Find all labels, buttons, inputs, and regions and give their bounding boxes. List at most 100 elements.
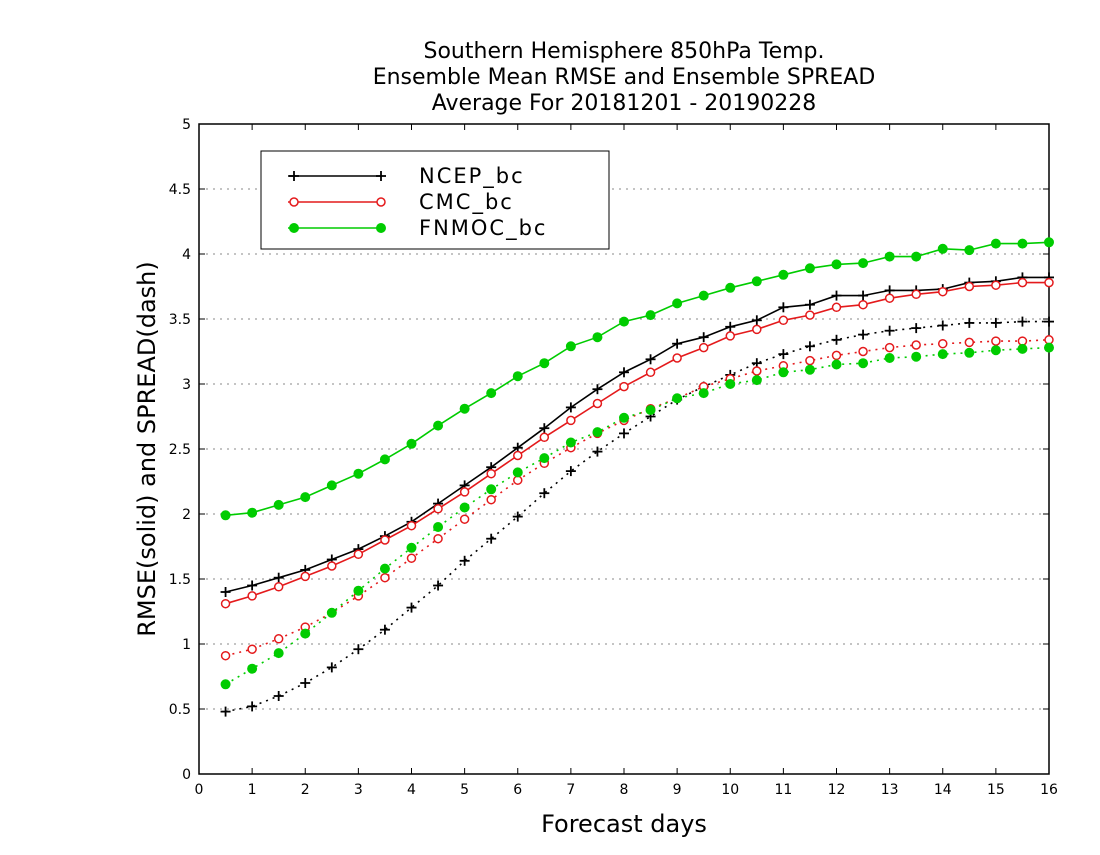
series-ncep-bc-rmse-point-12	[539, 423, 550, 434]
series-cmc-bc-spread-point-11	[513, 475, 523, 485]
series-fnmoc-bc-spread-point-6	[379, 563, 390, 574]
series-cmc-bc-rmse-point-28	[964, 281, 975, 292]
series-ncep-bc-spread-point-4	[326, 662, 337, 673]
series-ncep-bc-spread-point-10	[486, 533, 497, 544]
series-fnmoc-bc-rmse-point-7	[406, 438, 417, 449]
series-cmc-bc-rmse-line	[225, 281, 1049, 605]
series-fnmoc-bc-rmse-point-14	[592, 332, 603, 343]
series-fnmoc-bc-spread-point-30	[1017, 343, 1028, 354]
series-fnmoc-bc-rmse-point-22	[804, 263, 815, 274]
x-axis-label: Forecast days	[541, 810, 707, 838]
x-tick-label-5: 5	[460, 782, 469, 798]
series-ncep-bc-rmse-line	[225, 276, 1049, 593]
series-fnmoc-bc-rmse-point-5	[353, 468, 364, 479]
series-cmc-bc-rmse-point-13	[566, 415, 576, 426]
series-fnmoc-bc-spread-point-3	[300, 628, 311, 639]
legend-marker-end-cmc-bc	[376, 197, 386, 207]
series-ncep-bc-spread-point-25	[884, 325, 895, 336]
series-fnmoc-bc-rmse-point-9	[459, 403, 470, 414]
series-fnmoc-bc-rmse-point-6	[379, 454, 390, 465]
legend-box	[260, 150, 610, 250]
series-cmc-bc-spread-point-27	[938, 338, 948, 349]
series-fnmoc-bc-rmse-point-20	[751, 276, 762, 287]
series-fnmoc-bc-spread-point-13	[565, 437, 576, 448]
series-layer	[220, 237, 1054, 717]
series-fnmoc-bc-rmse-point-0	[220, 510, 231, 521]
series-cmc-bc-spread-point-26	[911, 340, 921, 350]
series-ncep-bc-spread-point-2	[273, 691, 284, 701]
series-ncep-bc-spread-point-9	[459, 555, 470, 566]
chart-title-line-2: Ensemble Mean RMSE and Ensemble SPREAD	[373, 65, 876, 90]
series-cmc-bc-rmse-point-21	[778, 315, 789, 326]
y-tick-label-3: 1.5	[169, 572, 191, 588]
series-cmc-bc-rmse-point-31	[1044, 277, 1054, 288]
series-cmc-bc-rmse-point-22	[805, 310, 815, 320]
series-cmc-bc-rmse-point-14	[592, 398, 603, 409]
series-cmc-bc-spread-point-2	[273, 634, 284, 644]
series-cmc-bc-rmse-point-1	[247, 591, 257, 601]
series-ncep-bc-rmse-point-24	[858, 290, 869, 301]
series-fnmoc-bc-spread-point-2	[273, 648, 284, 659]
legend-marker-start-ncep-bc	[289, 171, 299, 181]
series-cmc-bc-spread-point-10	[486, 494, 496, 505]
chart-title-line-1: Southern Hemisphere 850hPa Temp.	[424, 39, 825, 64]
series-ncep-bc-spread-point-26	[911, 323, 922, 334]
series-ncep-bc-spread-point-21	[778, 349, 789, 360]
series-fnmoc-bc-spread-point-31	[1044, 342, 1054, 353]
series-cmc-bc-rmse-point-18	[698, 342, 709, 353]
series-cmc-bc-rmse-point-3	[300, 571, 310, 582]
x-tick-label-6: 6	[513, 782, 522, 798]
y-tick-label-5: 2.5	[169, 442, 191, 458]
series-cmc-bc-rmse-point-7	[406, 520, 417, 531]
series-ncep-bc-rmse-point-18	[698, 332, 709, 343]
series-fnmoc-bc-spread-point-12	[539, 453, 550, 464]
series-ncep-bc-rmse-point-2	[273, 572, 284, 583]
series-fnmoc-bc-rmse-point-23	[831, 259, 842, 270]
series-fnmoc-bc-spread-point-10	[486, 484, 497, 495]
series-ncep-bc-spread-point-5	[353, 644, 364, 655]
y-axis-label: RMSE(solid) and SPREAD(dash)	[133, 261, 161, 637]
series-ncep-bc-spread-point-0	[220, 706, 231, 717]
series-fnmoc-bc-spread-point-27	[937, 349, 948, 360]
series-fnmoc-bc-rmse-point-15	[619, 316, 629, 327]
series-ncep-bc-spread-point-30	[1017, 316, 1028, 327]
series-fnmoc-bc-spread-point-9	[459, 502, 470, 513]
series-fnmoc-bc-spread-point-7	[406, 542, 417, 553]
series-fnmoc-bc-spread-point-4	[326, 607, 337, 618]
series-cmc-bc-rmse-point-23	[831, 302, 842, 313]
series-ncep-bc-spread-point-11	[512, 511, 523, 522]
series-fnmoc-bc-rmse-point-30	[1017, 238, 1028, 249]
axis-ticks: 00.511.522.533.544.550 1 2 3 4 5 6 7 8 9 10 11 12 13 1…	[169, 117, 1058, 798]
series-fnmoc-bc-spread-point-14	[592, 427, 603, 438]
series-ncep-bc-rmse-point-14	[592, 384, 603, 395]
series-cmc-bc-spread-point-20	[752, 366, 762, 376]
legend-marker-start-cmc-bc	[289, 197, 299, 207]
series-fnmoc-bc-spread-point-22	[804, 364, 815, 375]
series-cmc-bc-rmse-point-8	[433, 504, 443, 514]
series-fnmoc-bc-spread-point-16	[645, 405, 656, 415]
series-ncep-bc-spread-point-28	[964, 317, 975, 328]
series-cmc-bc-spread-point-29	[991, 336, 1001, 346]
series-cmc-bc-rmse-point-27	[938, 286, 948, 297]
series-fnmoc-bc-rmse-point-25	[884, 251, 895, 262]
series-cmc-bc-rmse-point-9	[459, 487, 470, 497]
series-ncep-bc-spread-point-6	[379, 624, 390, 635]
grid-lines	[199, 188, 1049, 710]
series-fnmoc-bc-rmse-point-18	[698, 290, 709, 301]
series-fnmoc-bc-rmse-point-21	[778, 269, 789, 280]
series-ncep-bc-rmse-point-17	[672, 338, 683, 349]
series-fnmoc-bc-rmse-point-2	[273, 499, 284, 510]
series-fnmoc-bc-rmse-point-11	[512, 371, 523, 382]
series-fnmoc-bc-spread-point-11	[512, 467, 523, 478]
series-cmc-bc-rmse-point-10	[486, 468, 496, 479]
series-ncep-bc-spread-point-31	[1044, 316, 1054, 327]
series-cmc-bc-spread-point-7	[406, 553, 417, 563]
series-fnmoc-bc-rmse-point-12	[539, 358, 550, 369]
y-tick-label-4: 2	[182, 507, 191, 523]
legend-marker-start-fnmoc-bc	[289, 223, 299, 233]
series-ncep-bc-rmse-point-13	[565, 402, 576, 413]
legend-label-ncep-bc: NCEP_bc	[419, 164, 525, 189]
x-tick-label-3: 3	[354, 782, 363, 798]
series-cmc-bc-rmse-point-6	[380, 535, 390, 545]
